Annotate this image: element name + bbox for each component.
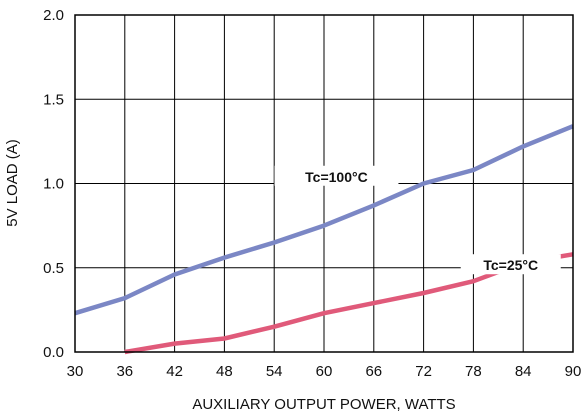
y-tick-label: 0.0 (43, 344, 64, 361)
series-label-background (460, 254, 561, 275)
y-tick-label: 2.0 (43, 7, 64, 24)
y-tick-label: 1.0 (43, 176, 64, 193)
y-tick-label: 1.5 (43, 91, 64, 108)
series-line-tc-100 (74, 124, 574, 316)
series-label-tc-100: Tc=100°C (305, 169, 368, 185)
x-tick-label: 54 (266, 363, 283, 380)
series-label-tc-25: Tc=25°C (483, 257, 538, 273)
series-label-background (274, 165, 399, 186)
x-axis-label: AUXILIARY OUTPUT POWER, WATTS (192, 396, 455, 413)
y-axis-label: 5V LOAD (A) (4, 139, 21, 227)
x-tick-label: 42 (166, 363, 183, 380)
plot-frame (74, 14, 574, 353)
x-tick-label: 30 (67, 363, 84, 380)
x-tick-labels: 30 36 42 48 54 60 66 72 78 84 90 (67, 363, 581, 380)
y-tick-labels: 0.0 0.5 1.0 1.5 2.0 (43, 7, 64, 361)
x-tick-label: 60 (316, 363, 333, 380)
series-labels: Tc=100°C Tc=25°C (274, 165, 561, 275)
x-tick-label: 72 (415, 363, 432, 380)
x-tick-label: 48 (216, 363, 233, 380)
y-tick-label: 0.5 (43, 260, 64, 277)
x-tick-label: 84 (515, 363, 532, 380)
x-tick-label: 90 (565, 363, 581, 380)
x-tick-label: 78 (465, 363, 482, 380)
x-tick-label: 66 (365, 363, 382, 380)
x-tick-label: 36 (116, 363, 133, 380)
